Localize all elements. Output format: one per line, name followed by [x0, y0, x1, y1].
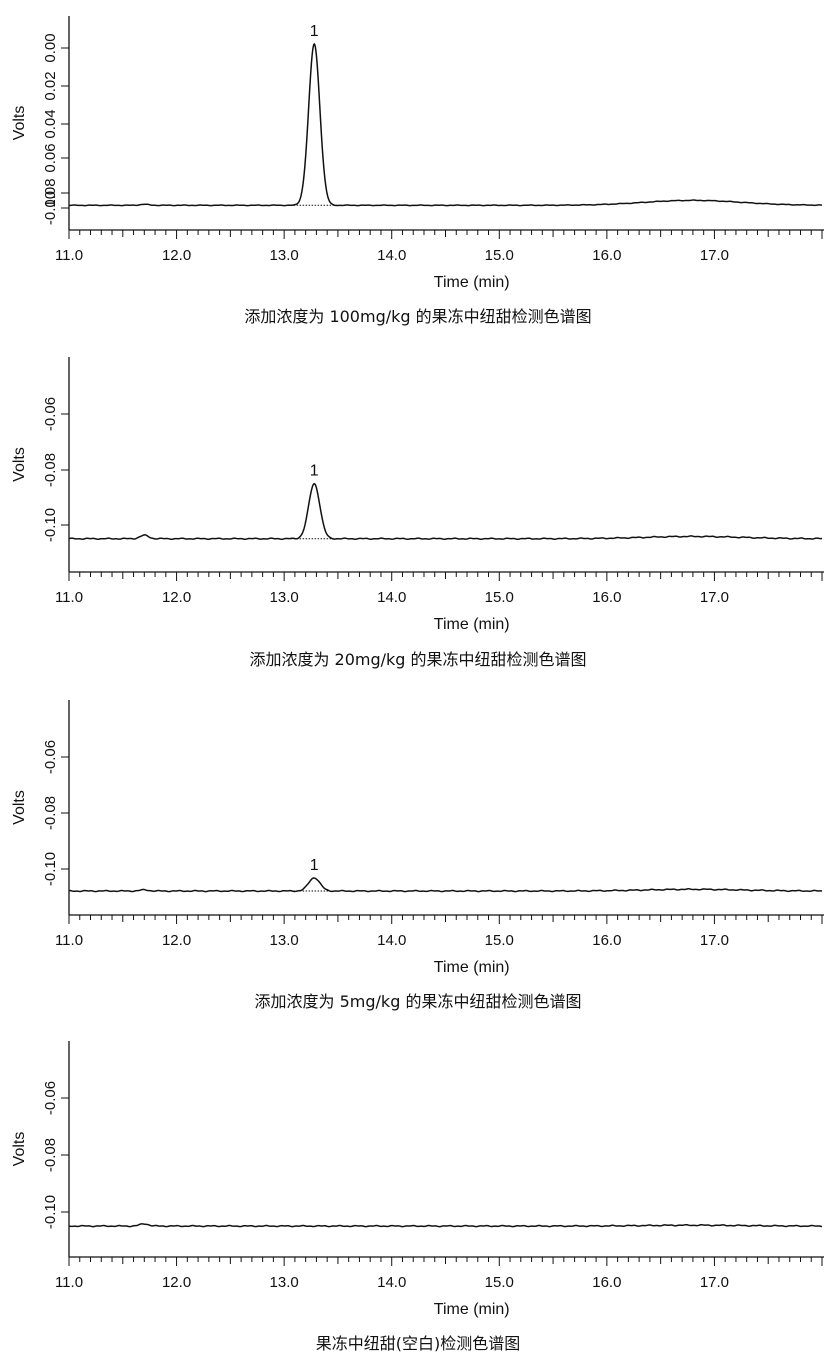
y-tick-label: 0.04: [42, 109, 59, 138]
x-tick-label: 15.0: [485, 1274, 514, 1291]
x-axis-title: Time (min): [434, 959, 510, 976]
y-tick-label: 0.00: [42, 33, 59, 62]
chart-caption: 添加浓度为 100mg/kg 的果冻中纽甜检测色谱图: [244, 307, 592, 326]
x-tick-label: 13.0: [270, 589, 299, 606]
y-tick-label: -0.06: [42, 397, 59, 431]
x-tick-label: 16.0: [592, 932, 621, 949]
x-axis-title: Time (min): [434, 616, 510, 633]
chromatogram-trace: [68, 877, 823, 893]
x-axis-title: Time (min): [434, 274, 510, 291]
y-axis-title: Volts: [11, 790, 28, 825]
y-tick-label: 0.08: [42, 178, 59, 207]
y-tick-label: -0.06: [42, 740, 59, 774]
chromatogram-chart-20mgkg: 11.0 12.0 13.0 14.0 15.0 16.0 17.0 -0.06 -0.08 -0…: [11, 357, 824, 633]
y-tick-label: -0.08: [42, 453, 59, 487]
chromatogram-trace: [68, 42, 823, 207]
x-tick-label: 14.0: [377, 589, 406, 606]
peak-label: 1: [310, 857, 319, 874]
y-tick-label: 0.02: [42, 71, 59, 100]
x-tick-label: 16.0: [592, 589, 621, 606]
x-tick-label: 14.0: [377, 1274, 406, 1291]
y-tick-label: 0.06: [42, 143, 59, 172]
y-tick-label: -0.10: [42, 191, 59, 225]
x-tick-label: 14.0: [377, 247, 406, 264]
y-tick-label: -0.06: [42, 1081, 59, 1115]
chart-caption: 添加浓度为 5mg/kg 的果冻中纽甜检测色谱图: [254, 992, 582, 1011]
x-tick-label: 13.0: [270, 247, 299, 264]
x-tick-label: 15.0: [485, 247, 514, 264]
x-tick-label: 12.0: [162, 932, 191, 949]
chromatogram-chart-100mgkg: 11.0 12.0 13.0 14.0 15.0 16.0 17.0 0.00 0.02 0.04…: [11, 16, 824, 291]
chromatogram-chart-blank: 11.0 12.0 13.0 14.0 15.0 16.0 17.0 -0.06 -0.08 -0…: [11, 1041, 824, 1318]
chart-caption: 果冻中纽甜(空白)检测色谱图: [315, 1334, 521, 1353]
y-tick-label: -0.08: [42, 1138, 59, 1172]
x-tick-label: 12.0: [162, 1274, 191, 1291]
x-tick-label: 11.0: [55, 932, 83, 949]
x-axis-title: Time (min): [434, 1301, 510, 1318]
y-axis-title: Volts: [11, 1132, 28, 1167]
x-tick-label: 14.0: [377, 932, 406, 949]
y-axis-title: Volts: [11, 447, 28, 482]
x-tick-label: 13.0: [270, 932, 299, 949]
chromatogram-trace: [68, 1223, 823, 1228]
x-tick-label: 17.0: [700, 247, 729, 264]
peak-label: 1: [310, 23, 319, 40]
y-tick-label: -0.08: [42, 796, 59, 830]
x-tick-label: 15.0: [485, 932, 514, 949]
y-axis-title: Volts: [11, 106, 28, 141]
y-tick-label: -0.10: [42, 852, 59, 886]
x-tick-label: 13.0: [270, 1274, 299, 1291]
x-tick-label: 16.0: [592, 247, 621, 264]
x-tick-label: 15.0: [485, 589, 514, 606]
x-tick-label: 11.0: [55, 247, 83, 264]
y-tick-label: -0.10: [42, 1195, 59, 1229]
chromatogram-chart-5mgkg: 11.0 12.0 13.0 14.0 15.0 16.0 17.0 -0.06 -0.08 -0…: [11, 700, 824, 976]
x-tick-label: 17.0: [700, 1274, 729, 1291]
x-tick-label: 17.0: [700, 932, 729, 949]
chromatogram-trace: [68, 482, 823, 541]
peak-label: 1: [310, 463, 319, 480]
x-tick-label: 16.0: [592, 1274, 621, 1291]
chart-caption: 添加浓度为 20mg/kg 的果冻中纽甜检测色谱图: [249, 650, 587, 669]
y-tick-label: -0.10: [42, 508, 59, 542]
x-tick-label: 11.0: [55, 589, 83, 606]
x-tick-label: 12.0: [162, 589, 191, 606]
x-tick-label: 11.0: [55, 1274, 83, 1291]
x-tick-label: 12.0: [162, 247, 191, 264]
x-tick-label: 17.0: [700, 589, 729, 606]
